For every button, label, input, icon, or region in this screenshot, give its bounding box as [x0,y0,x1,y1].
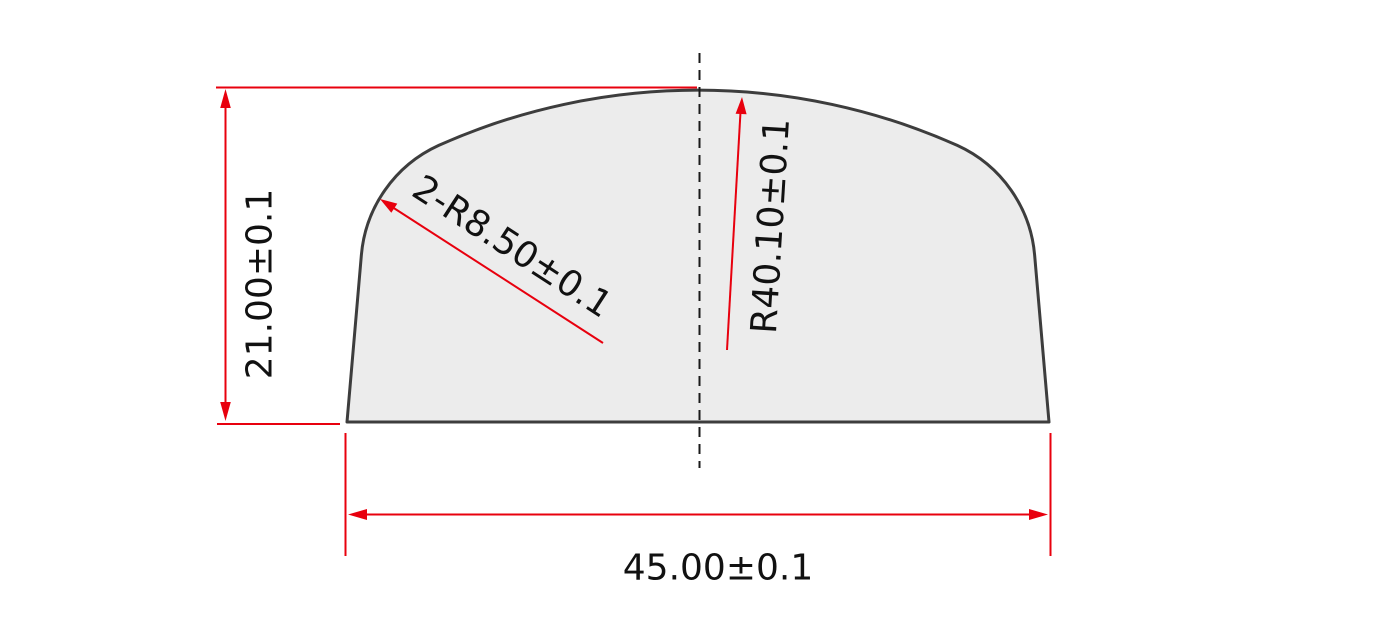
width-arrow-right-icon [1029,509,1048,520]
width-arrow-left-icon [348,509,367,520]
corner-radius-arrow-icon [380,199,398,213]
width-dimension: 45.00±0.1 [344,433,1052,589]
corner-radius-leader-line [385,202,604,344]
width-dimension-label: 45.00±0.1 [623,548,813,589]
height-dimension: 21.00±0.1 [216,86,697,425]
top-radius-arrow-icon [735,97,747,115]
height-arrow-up-icon [220,89,231,108]
part [345,88,1051,424]
height-arrow-down-icon [220,402,231,421]
part-outline [345,88,1051,424]
height-dimension-label: 21.00±0.1 [240,189,281,379]
top-radius-leader-line [726,111,742,351]
